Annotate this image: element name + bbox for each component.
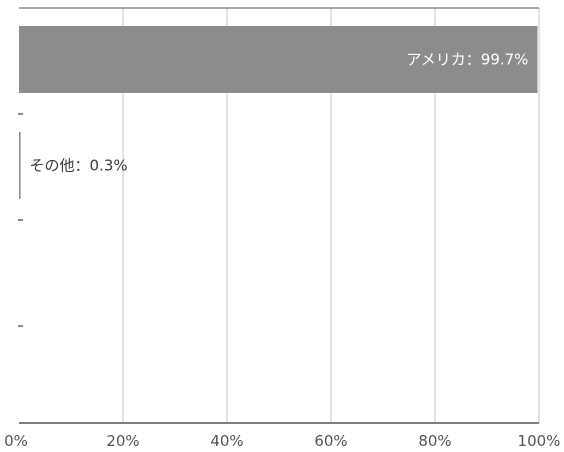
x-tick-label: 80% — [418, 432, 451, 450]
bar-1 — [19, 26, 538, 93]
x-tick-label: 60% — [314, 432, 347, 450]
data-label-1: アメリカ：99.7% — [407, 51, 529, 69]
x-tick-label: 40% — [210, 432, 243, 450]
x-tick-label: 20% — [106, 432, 139, 450]
x-tick-label: 100% — [518, 432, 561, 450]
data-label-2: その他：0.3% — [30, 157, 128, 175]
x-axis: 0% 20% 40% 60% 80% 100% — [4, 432, 560, 450]
plot-frame — [19, 7, 539, 424]
x-tick-label: 0% — [4, 432, 28, 450]
category-ticks — [18, 113, 23, 327]
bars — [19, 26, 538, 199]
data-labels: アメリカ：99.7% その他：0.3% — [30, 51, 529, 175]
bar-2 — [19, 132, 21, 199]
